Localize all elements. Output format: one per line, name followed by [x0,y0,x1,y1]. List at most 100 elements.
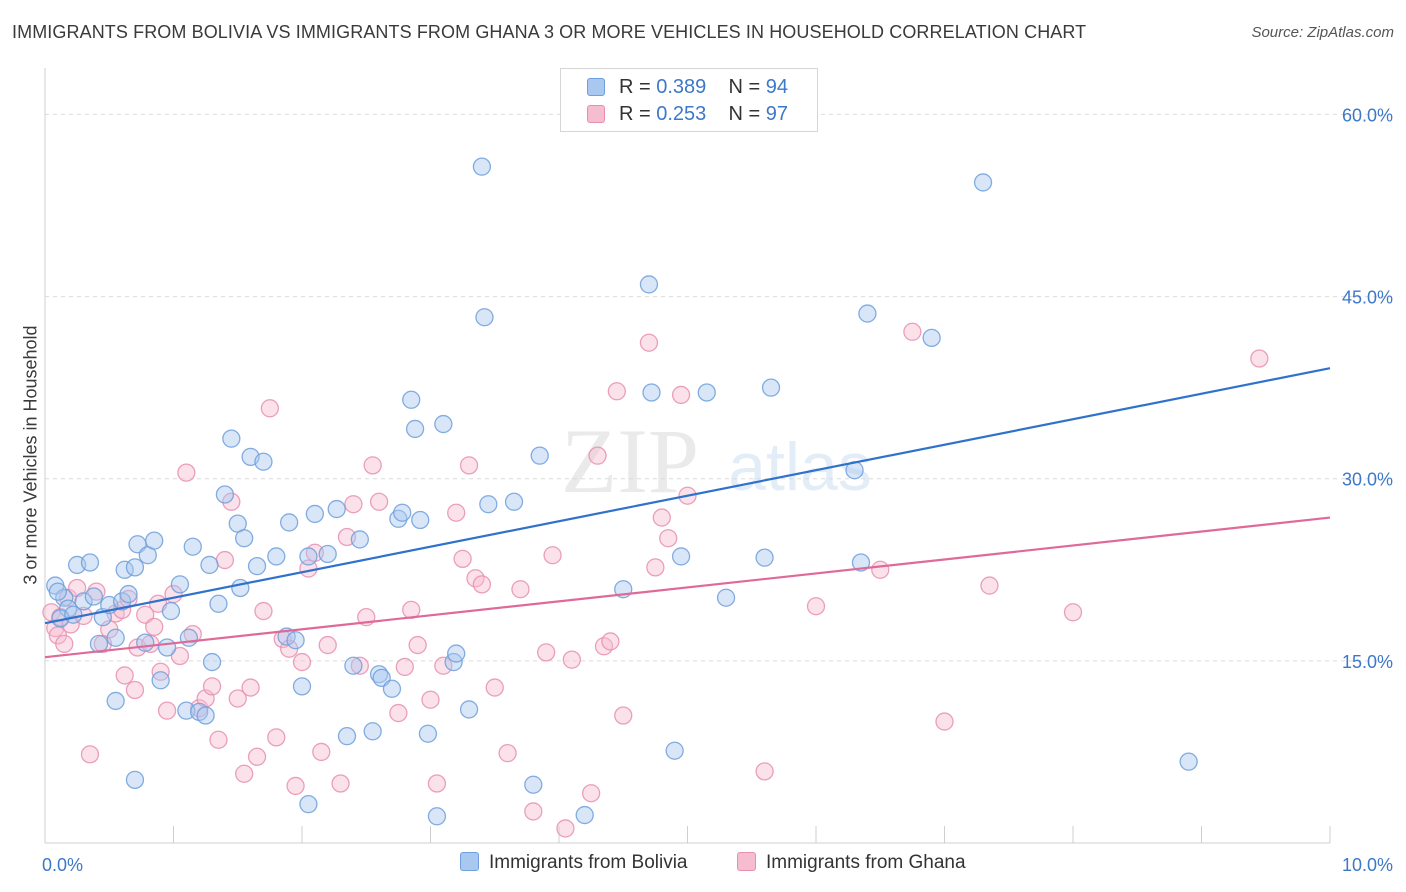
bolivia-point [235,529,254,548]
ghana-point [447,503,466,522]
y-tick-label: 60.0% [1342,105,1393,125]
bolivia-point [48,582,67,601]
bolivia-point [247,556,267,576]
ghana-point [222,492,241,511]
ghana-point [646,558,665,577]
bolivia-point [80,553,100,572]
legend-r-value-bolivia: 0.389 [656,76,707,98]
bolivia-point [267,547,286,566]
bolivia-point [200,555,219,575]
ghana-point [408,635,427,655]
bolivia-point [671,547,691,566]
bolivia-point [530,446,549,465]
bolivia-point [575,805,594,825]
bolivia-point [106,628,125,647]
bolivia-trend-line [44,367,1331,625]
ghana-point [427,774,447,793]
ghana-point [115,666,134,685]
ghana-point [935,712,954,731]
series-legend-bolivia: Immigrants from Bolivia [460,852,688,874]
bolivia-point [151,671,170,690]
legend-r-label: R = [619,103,651,125]
bolivia-point [305,504,325,524]
bolivia-point [405,419,425,439]
ghana-point [395,657,414,677]
ghana-point [318,635,337,655]
ghana-point [543,546,562,565]
bolivia-point [504,492,524,511]
ghana-point [87,582,106,601]
chart-title: IMMIGRANTS FROM BOLIVIA VS IMMIGRANTS FR… [12,22,1087,42]
bolivia-point [639,275,659,294]
bolivia-point [363,722,382,741]
ghana-point [260,399,280,418]
ghana-point [459,456,479,475]
ghana-point [980,576,999,595]
series-label-ghana: Immigrants from Ghana [766,852,966,873]
y-axis-title: 3 or more Vehicles in Household [20,325,41,585]
bolivia-point [119,584,138,604]
bolivia-point [299,547,318,566]
bolivia-point [402,390,421,409]
ghana-point [671,385,691,405]
bolivia-point [196,706,215,725]
bolivia-point [665,741,684,760]
ghana-point [652,508,671,527]
bolivia-point [286,631,305,650]
bolivia-point [427,807,447,826]
bolivia-point [337,726,357,746]
watermark-zip: ZIP [561,410,699,512]
bolivia-point [145,531,164,550]
bolivia-point [459,700,479,719]
bolivia-point [106,691,125,711]
ghana-point [806,597,826,616]
ghana-point [228,689,247,708]
bolivia-point [292,677,312,696]
ghana-point [344,495,363,514]
bolivia-point [393,503,412,522]
bolivia-point [642,383,661,402]
ghana-point [524,802,543,821]
legend-swatch-ghana [587,105,605,123]
y-tick-label: 30.0% [1342,470,1393,490]
ghana-point [639,333,659,352]
ghana-point [472,575,492,594]
bolivia-point [761,378,781,397]
bolivia-point [344,656,363,675]
ghana-point [209,730,228,749]
bolivia-point [382,679,402,698]
tick-layer: 15.0% 30.0% 45.0% 60.0% 0.0% 10.0% [42,105,1393,875]
ghana-point [267,728,286,747]
legend-swatch-bolivia [587,78,605,96]
bolivia-point [411,510,430,530]
ghana-point [537,643,556,662]
ghana-point [145,617,164,637]
ghana-point [659,529,678,548]
source-label: Source: ZipAtlas.com [1251,24,1394,41]
ghana-point [607,382,626,401]
ghana-point [80,745,100,764]
legend-r-label: R = [619,76,651,98]
ghana-point [453,549,472,569]
ghana-point [588,446,607,465]
bolivia-point [170,575,190,594]
ghana-point [1250,349,1269,368]
bolivia-point [1179,752,1198,771]
bolivia-point [202,652,222,672]
x-tick-label: 0.0% [42,855,83,875]
bolivia-point [157,638,177,657]
bolivia-point [112,592,132,611]
bolivia-point [851,553,871,572]
bolivia-point [231,578,250,598]
ghana-point [562,650,581,669]
ghana-point [614,706,633,725]
bolivia-point [327,499,346,519]
y-tick-label: 15.0% [1342,652,1393,672]
ghana-point [170,646,190,666]
bolivia-point [922,328,941,348]
bolivia-point [447,644,466,663]
legend-n-label: N = [728,76,761,98]
ghana-point [389,703,408,723]
bolivia-point [161,601,181,621]
bolivia-point [254,452,273,471]
